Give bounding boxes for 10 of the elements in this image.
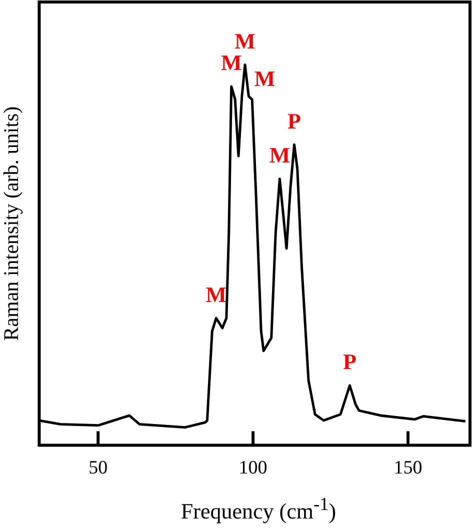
- annotation: M: [206, 282, 227, 307]
- x-axis-title: Frequency (cm$^{-1}$): [180, 494, 338, 524]
- x-tick-label: 50: [88, 458, 108, 479]
- x-tick-label: 150: [394, 458, 422, 479]
- annotation: M: [254, 66, 276, 92]
- x-tick-label: 100: [238, 458, 268, 479]
- annotation: M: [269, 142, 290, 168]
- annotation: P: [343, 349, 356, 374]
- annotation: P: [288, 108, 301, 134]
- y-axis-title: Raman intensity (arb. units): [0, 106, 24, 341]
